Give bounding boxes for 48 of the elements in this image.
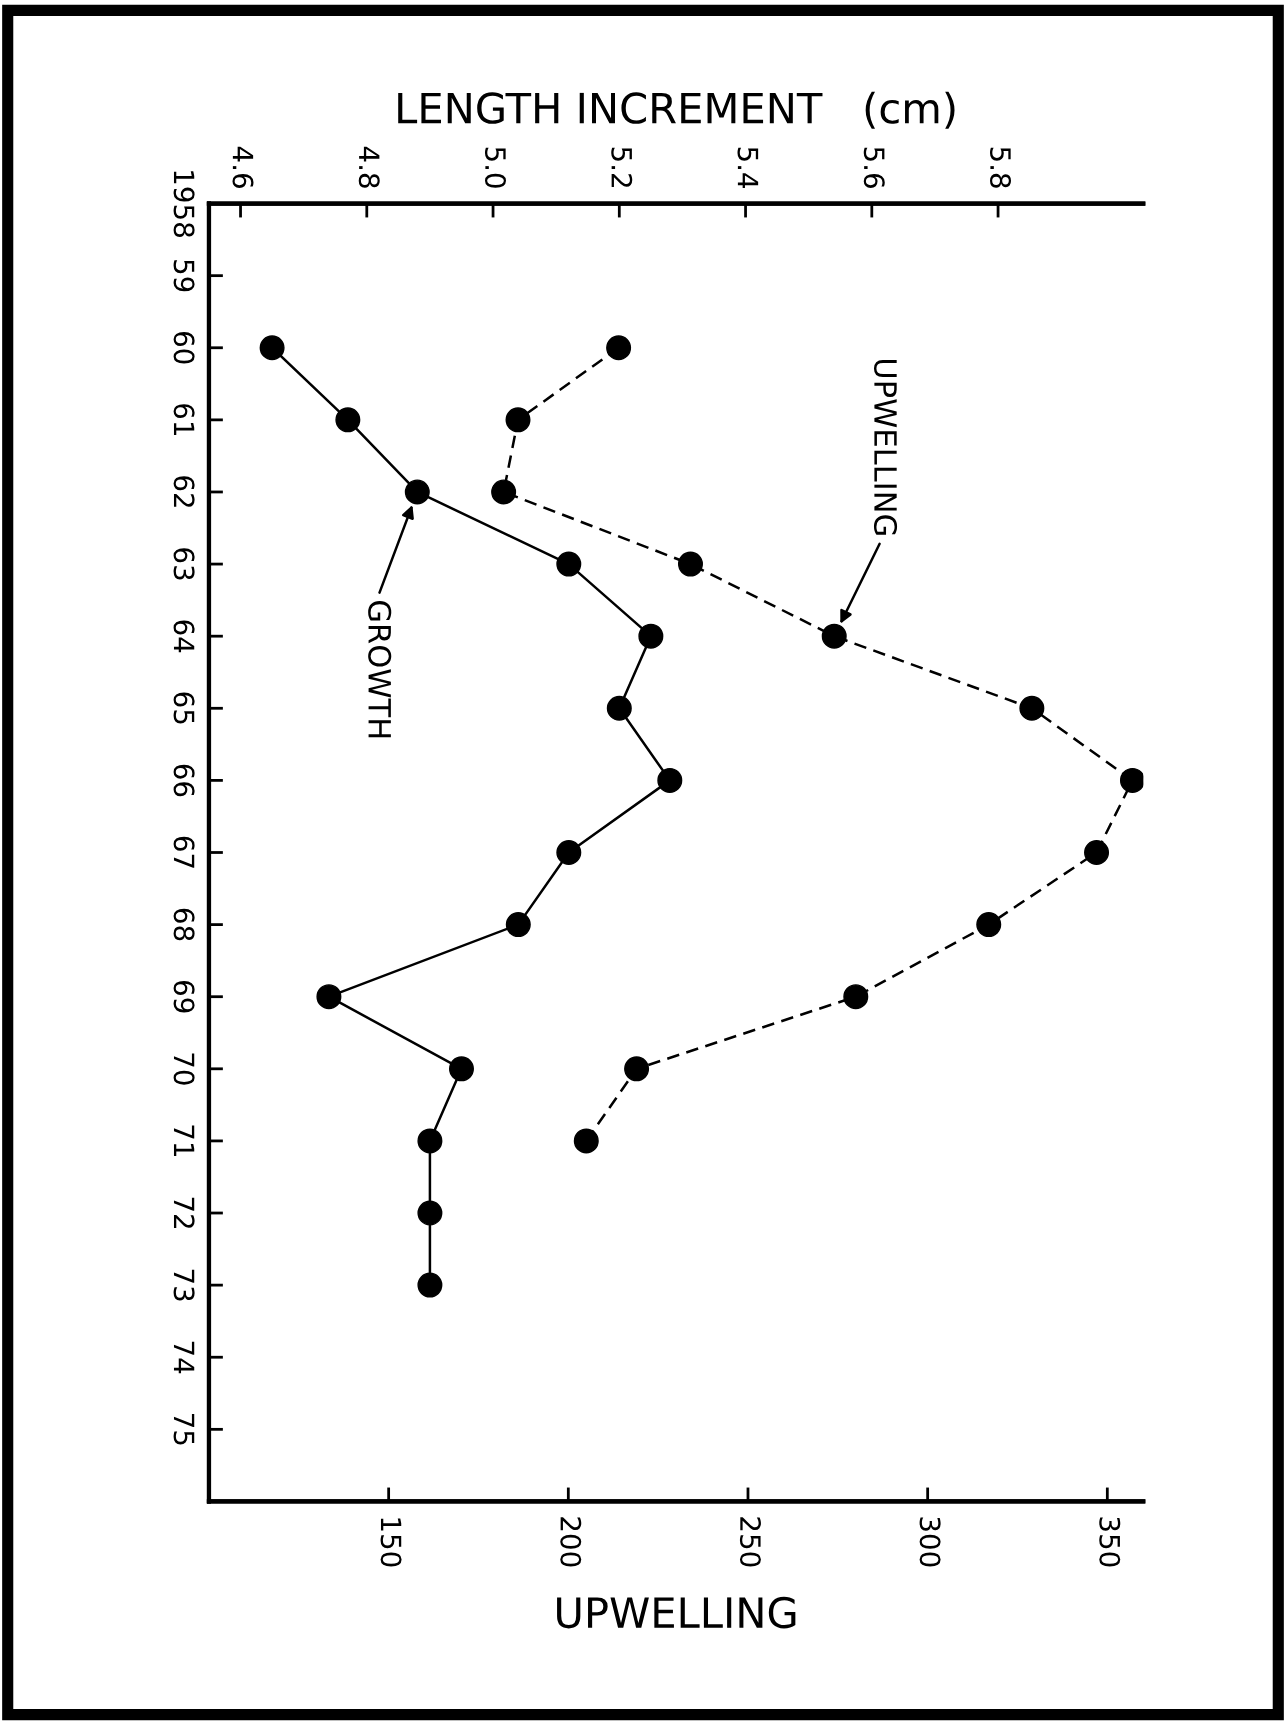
y-tick-label: 61	[173, 404, 195, 435]
x2-tick-label: 5.8	[990, 147, 1012, 188]
x-tick-label: 150	[380, 1518, 402, 1567]
y-tick-label: 72	[173, 1197, 195, 1228]
y-tick-label: 64	[173, 620, 195, 653]
point	[556, 551, 582, 577]
y-tick-label: 59	[173, 260, 195, 292]
x2-tick-label: 4.6	[232, 146, 254, 188]
x2-tick-label: 5.6	[863, 147, 885, 188]
x2-tick-label: 5.4	[737, 147, 759, 189]
x2-tick-label: 5.0	[484, 147, 506, 188]
y-tick-label: 66	[173, 764, 195, 797]
y-tick-label: 1958	[173, 171, 195, 237]
point	[259, 335, 285, 361]
x2-tick-label: 5.2	[611, 147, 633, 187]
y-tick-label: 74	[173, 1341, 195, 1374]
point	[505, 912, 531, 938]
point	[556, 839, 582, 865]
x2-axis-title: LENGTH INCREMENT (cm)	[398, 91, 955, 129]
point	[448, 1056, 474, 1082]
y-tick-label: 62	[173, 476, 195, 507]
x-axis-title: UPWELLING	[557, 1596, 796, 1629]
y-tick-label: 70	[173, 1053, 195, 1085]
x-tick-label: 350	[1099, 1517, 1121, 1567]
y-tick-label: 71	[173, 1125, 195, 1157]
point	[335, 407, 361, 433]
y-tick-label: 68	[173, 908, 195, 941]
x2-tick-label: 4.8	[358, 146, 380, 188]
x-tick-label: 300	[919, 1517, 941, 1567]
point	[606, 695, 632, 721]
y-tick-label: 69	[173, 980, 195, 1013]
point	[417, 1200, 443, 1226]
x-tick-label: 200	[560, 1517, 582, 1567]
y-tick-label: 75	[173, 1413, 195, 1445]
point	[417, 1128, 443, 1154]
annotation: UPWELLING	[873, 359, 898, 535]
annotation: GROWTH	[368, 601, 392, 738]
point	[316, 984, 342, 1010]
x-tick-label: 250	[739, 1517, 761, 1567]
y-tick-label: 73	[173, 1269, 195, 1301]
y-tick-label: 67	[173, 836, 195, 868]
point	[657, 767, 683, 793]
y-tick-label: 65	[173, 692, 195, 724]
y-tick-label: 60	[173, 332, 195, 364]
point	[417, 1272, 443, 1298]
point	[638, 623, 664, 649]
point	[404, 479, 430, 505]
y-tick-label: 63	[173, 548, 195, 580]
